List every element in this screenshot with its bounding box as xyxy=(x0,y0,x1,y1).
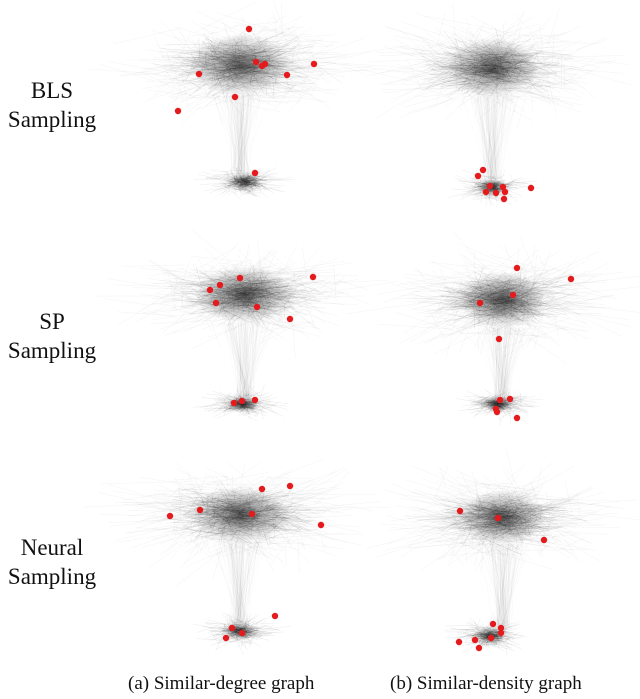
row-label-neural-line1: Neural xyxy=(20,535,84,560)
graph-neural-similar-density-sampled-node xyxy=(487,634,495,642)
graph-neural-similar-degree-sampled-node xyxy=(238,629,246,637)
graph-sp-similar-density-sampled-node xyxy=(496,396,504,404)
row-label-bls: BLS Sampling xyxy=(0,76,104,134)
graph-neural-similar-degree-sampled-node xyxy=(248,510,256,518)
graph-sp-similar-degree-sampled-node xyxy=(230,399,238,407)
graph-bls-similar-density-sampled-node xyxy=(500,195,508,203)
graph-neural-similar-degree-sampled-node xyxy=(166,512,174,520)
graph-sp-similar-density-sampled-node xyxy=(513,414,521,422)
graph-bls-similar-degree-sampled-node xyxy=(283,71,291,79)
graph-neural-similar-density-sampled-node xyxy=(456,507,464,515)
graph-bls-similar-degree-sampled-node xyxy=(195,70,203,78)
graph-sp-similar-degree-sampled-node xyxy=(253,303,261,311)
graph-neural-similar-degree-sampled-node xyxy=(271,612,279,620)
graph-bls-similar-density-sampled-node xyxy=(474,172,482,180)
row-label-sp-line2: Sampling xyxy=(7,338,97,363)
graph-sp-similar-degree xyxy=(95,229,399,422)
graph-neural-similar-density-sampled-node xyxy=(455,638,463,646)
graph-sp-similar-density-sampled-node xyxy=(476,299,484,307)
graph-sp-similar-density-sampled-node xyxy=(513,264,521,272)
graph-bls-similar-degree-sampled-node xyxy=(310,60,318,68)
graph-bls-similar-density-sampled-node xyxy=(479,166,487,174)
graph-sp-similar-degree-sampled-node xyxy=(286,315,294,323)
graph-bls-similar-degree-sampled-node xyxy=(245,25,253,33)
graph-neural-similar-density-sampled-node xyxy=(494,514,502,522)
graph-bls-similar-degree-sampled-node xyxy=(261,60,269,68)
graph-sp-similar-degree-sampled-node xyxy=(251,396,259,404)
row-label-sp-line1: SP xyxy=(39,309,65,334)
row-label-sp: SP Sampling xyxy=(0,307,104,365)
graph-bls-similar-degree-sampled-node xyxy=(252,58,260,66)
graph-sp-similar-density-sampled-node xyxy=(567,275,575,283)
graph-bls-similar-degree xyxy=(89,0,410,201)
graph-sp-similar-density xyxy=(346,231,640,426)
graph-sp-similar-density-sampled-node xyxy=(495,335,503,343)
graph-sp-similar-density-sampled-node xyxy=(506,395,514,403)
graph-neural-similar-density-sampled-node xyxy=(497,629,505,637)
graph-neural-similar-density-sampled-node xyxy=(471,636,479,644)
graph-sp-similar-density-sampled-node xyxy=(492,405,500,413)
graph-neural-similar-density-sampled-node xyxy=(475,644,483,652)
graph-neural-similar-degree-sampled-node xyxy=(222,634,230,642)
graph-bls-similar-degree-sampled-node xyxy=(251,169,259,177)
graph-bls-similar-density-sampled-node xyxy=(501,188,509,196)
graph-neural-similar-degree-sampled-node xyxy=(258,485,266,493)
graph-neural-similar-degree-sampled-node xyxy=(228,624,236,632)
graph-bls-similar-density-sampled-node xyxy=(499,183,507,191)
graph-neural-similar-density xyxy=(365,449,640,656)
row-label-neural: Neural Sampling xyxy=(0,533,104,591)
graph-sp-similar-degree-sampled-node xyxy=(236,274,244,282)
graph-neural-similar-density-sampled-node xyxy=(540,536,548,544)
graph-sp-similar-degree-sampled-node xyxy=(238,397,246,405)
graph-sp-similar-degree-sampled-node xyxy=(206,286,214,294)
row-label-neural-line2: Sampling xyxy=(7,564,97,589)
graph-neural-similar-degree xyxy=(83,459,391,656)
graph-bls-similar-density-sampled-node xyxy=(482,188,490,196)
row-label-bls-line2: Sampling xyxy=(7,107,97,132)
graph-bls-similar-degree-sampled-node xyxy=(174,107,182,115)
graph-sp-similar-density-sampled-node xyxy=(509,291,517,299)
graph-neural-similar-degree-sampled-node xyxy=(317,521,325,529)
graph-bls-similar-density xyxy=(340,3,631,207)
row-label-bls-line1: BLS xyxy=(30,78,74,103)
graph-neural-similar-density-sampled-node xyxy=(489,620,497,628)
graph-neural-similar-density-sampled-node xyxy=(497,624,505,632)
caption-similar-degree: (a) Similar-degree graph xyxy=(128,673,315,694)
graph-sp-similar-degree-sampled-node xyxy=(212,299,220,307)
caption-similar-density: (b) Similar-density graph xyxy=(390,673,582,694)
graph-bls-similar-density-sampled-node xyxy=(492,189,500,197)
graph-neural-similar-degree-sampled-node xyxy=(196,506,204,514)
graph-bls-similar-density-sampled-node xyxy=(527,184,535,192)
graph-bls-similar-degree-sampled-node xyxy=(231,93,239,101)
graph-bls-similar-density-sampled-node xyxy=(486,182,494,190)
graph-sp-similar-degree-sampled-node xyxy=(216,281,224,289)
graph-sp-similar-degree-sampled-node xyxy=(309,273,317,281)
graph-neural-similar-degree-sampled-node xyxy=(286,482,294,490)
